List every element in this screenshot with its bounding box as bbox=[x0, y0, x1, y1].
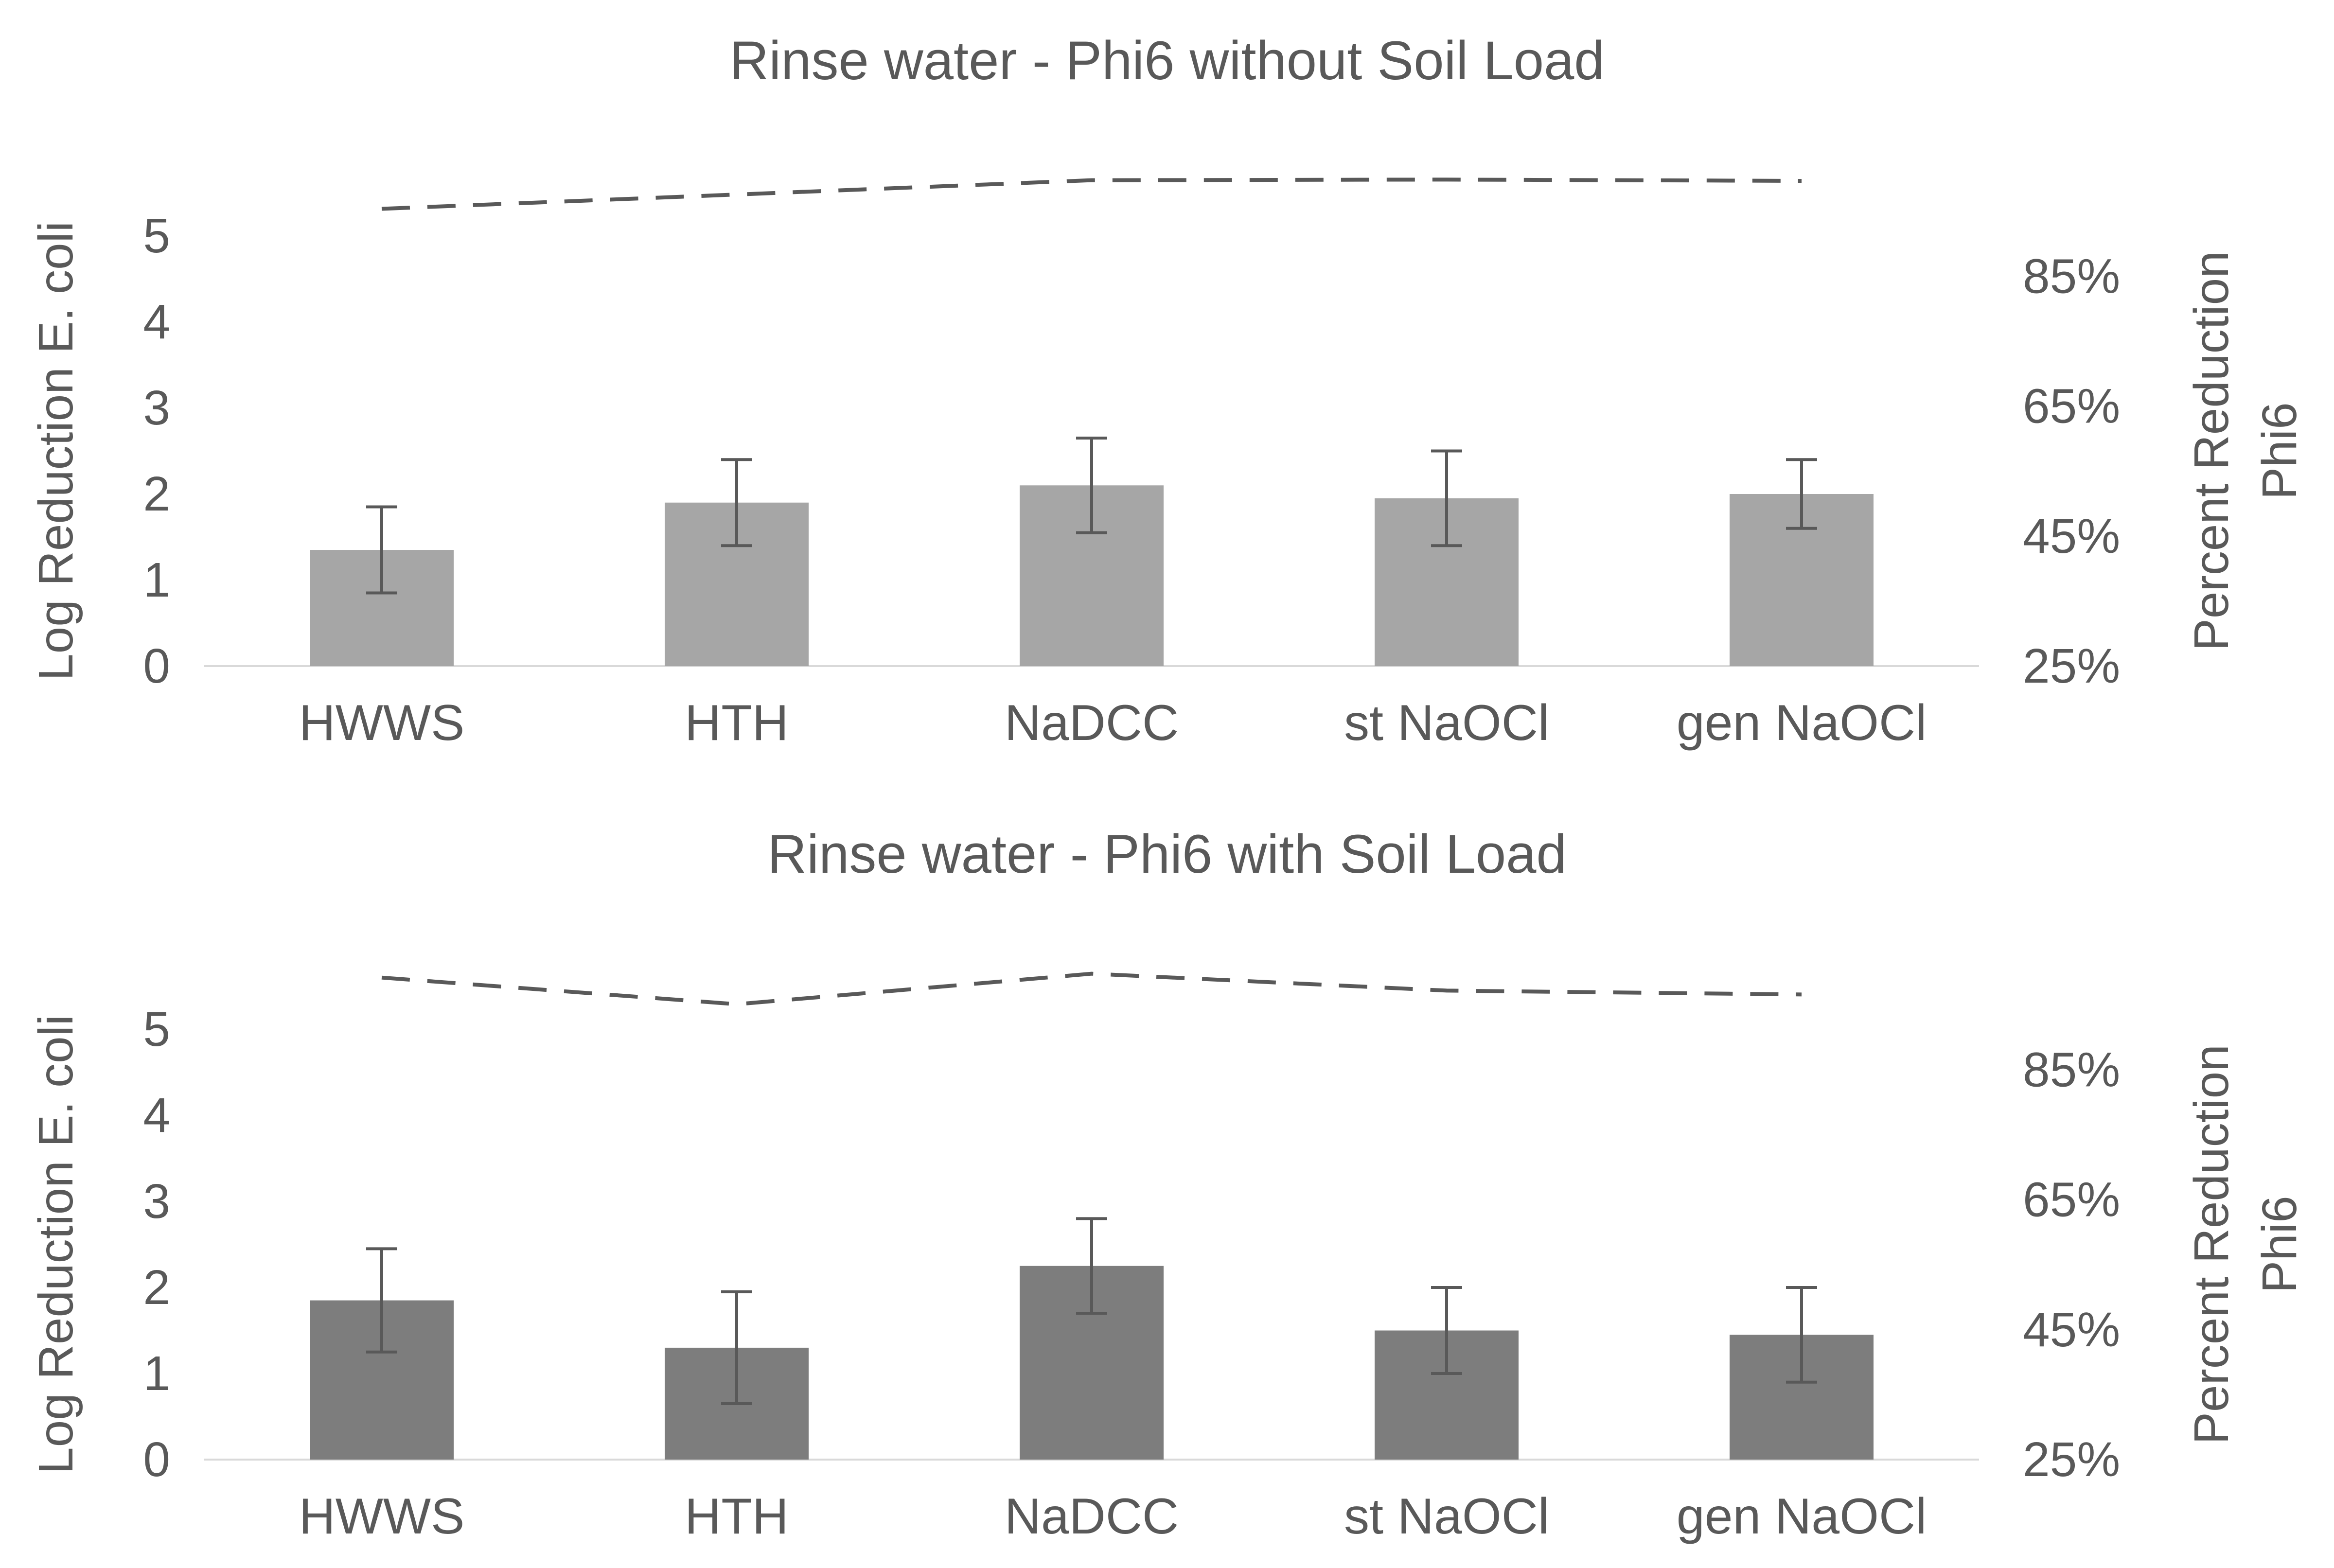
percent-reduction-phi6-line bbox=[381, 971, 1802, 1006]
left-axis-tick-1: 1 bbox=[143, 553, 170, 607]
right-axis-title-line1: Percent Reduction bbox=[2184, 1044, 2239, 1445]
category-label-NaDCC: NaDCC bbox=[1005, 695, 1179, 751]
left-axis-tick-0: 0 bbox=[143, 1432, 170, 1487]
chart-title-with-soil-load: Rinse water - Phi6 with Soil Load bbox=[767, 824, 1567, 884]
left-axis-tick-4: 4 bbox=[143, 295, 170, 349]
right-axis-tick-25%: 25% bbox=[2023, 639, 2120, 693]
error-bar-NaDCC bbox=[1076, 436, 1107, 534]
left-axis-tick-2: 2 bbox=[143, 1260, 170, 1315]
percent-reduction-phi6-line bbox=[381, 177, 1802, 211]
right-axis-title-line2: Phi6 bbox=[2252, 402, 2307, 499]
error-bar-HTH bbox=[721, 458, 752, 547]
chart-canvas-without-soil-load: 0 1 2 3 4 5 25% 45% 65% 85% HWWS HTH NaDCC st NaOCl ge… bbox=[29, 177, 2307, 751]
right-axis-tick-45%: 45% bbox=[2023, 1303, 2120, 1357]
right-axis-tick-25%: 25% bbox=[2023, 1432, 2120, 1487]
right-axis-tick-45%: 45% bbox=[2023, 509, 2120, 564]
category-label-HTH: HTH bbox=[685, 695, 789, 751]
left-axis-tick-4: 4 bbox=[143, 1088, 170, 1143]
error-bar-HWWS bbox=[366, 505, 397, 595]
left-axis-tick-3: 3 bbox=[143, 381, 170, 435]
right-axis-title-line2: Phi6 bbox=[2252, 1196, 2307, 1293]
category-label-st NaOCl: st NaOCl bbox=[1344, 695, 1549, 751]
left-axis-tick-3: 3 bbox=[143, 1174, 170, 1229]
category-label-gen NaOCl: gen NaOCl bbox=[1677, 1488, 1927, 1545]
category-label-HTH: HTH bbox=[685, 1488, 789, 1545]
chart-section-without-soil-load: Rinse water - Phi6 without Soil Load 0 1 2… bbox=[29, 30, 2307, 752]
left-axis-tick-5: 5 bbox=[143, 1002, 170, 1057]
category-label-HWWS: HWWS bbox=[299, 1488, 465, 1545]
left-axis-tick-0: 0 bbox=[143, 639, 170, 693]
right-axis-tick-65%: 65% bbox=[2023, 379, 2120, 434]
right-axis-tick-85%: 85% bbox=[2023, 1042, 2120, 1097]
left-axis-title: Log Reduction E. coli bbox=[29, 1015, 83, 1474]
error-bar-gen NaOCl bbox=[1786, 458, 1817, 530]
error-bar-NaDCC bbox=[1076, 1217, 1107, 1315]
right-axis-tick-65%: 65% bbox=[2023, 1173, 2120, 1227]
error-bar-st NaOCl bbox=[1431, 1286, 1462, 1375]
error-bar-gen NaOCl bbox=[1786, 1286, 1817, 1384]
category-label-HWWS: HWWS bbox=[299, 695, 465, 751]
left-axis-title: Log Reduction E. coli bbox=[29, 221, 83, 681]
chart-canvas-with-soil-load: 0 1 2 3 4 5 25% 45% 65% 85% HWWS HTH NaDCC st NaOCl ge… bbox=[29, 971, 2307, 1545]
error-bar-HWWS bbox=[366, 1247, 397, 1354]
error-bar-HTH bbox=[721, 1290, 752, 1405]
right-axis-title-line1: Percent Reduction bbox=[2184, 251, 2239, 651]
chart-title-without-soil-load: Rinse water - Phi6 without Soil Load bbox=[729, 30, 1605, 91]
error-bar-st NaOCl bbox=[1431, 449, 1462, 547]
category-label-gen NaOCl: gen NaOCl bbox=[1677, 695, 1927, 751]
left-axis-tick-5: 5 bbox=[143, 209, 170, 263]
category-label-NaDCC: NaDCC bbox=[1005, 1488, 1179, 1545]
left-axis-tick-1: 1 bbox=[143, 1346, 170, 1401]
right-axis-tick-85%: 85% bbox=[2023, 249, 2120, 303]
category-label-st NaOCl: st NaOCl bbox=[1344, 1488, 1549, 1545]
left-axis-tick-2: 2 bbox=[143, 467, 170, 521]
